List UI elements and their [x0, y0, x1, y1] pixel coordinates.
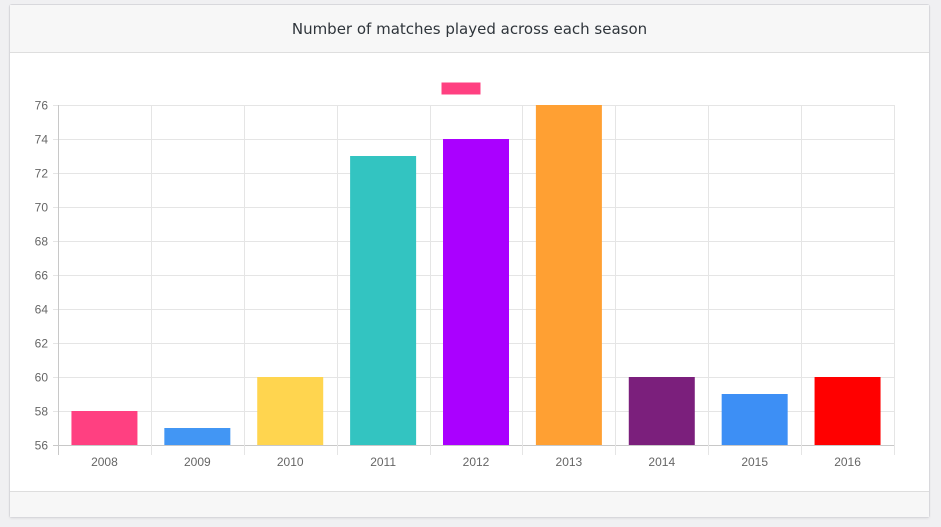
- card-header: Number of matches played across each sea…: [10, 5, 929, 53]
- y-tick-label: 60: [35, 371, 49, 385]
- x-tick-label: 2009: [184, 455, 211, 469]
- bar-2008[interactable]: [71, 411, 138, 445]
- x-tick-label: 2010: [277, 455, 304, 469]
- bar-2014[interactable]: [628, 377, 695, 445]
- bar-2012[interactable]: [443, 139, 509, 445]
- y-tick-label: 76: [35, 99, 49, 113]
- card-footer: [10, 491, 929, 517]
- bar-2009[interactable]: [164, 428, 231, 445]
- legend-swatch[interactable]: [440, 81, 482, 96]
- bars: [71, 105, 881, 445]
- y-tick-label: 62: [35, 337, 49, 351]
- bar-2015[interactable]: [721, 394, 788, 445]
- y-tick-label: 68: [35, 235, 49, 249]
- y-tick-label: 70: [35, 201, 49, 215]
- x-tick-label: 2011: [370, 455, 396, 469]
- x-tick-label: 2008: [91, 455, 118, 469]
- legend[interactable]: [440, 81, 482, 96]
- axes: 56 58 60 62 64 66 68 70 72 74 76 2008 2009 2010 2011 20…: [35, 99, 862, 470]
- bar-2011[interactable]: [350, 156, 417, 445]
- y-tick-label: 66: [35, 269, 49, 283]
- y-tick-label: 58: [35, 405, 49, 419]
- x-tick-label: 2016: [834, 455, 861, 469]
- y-tick-label: 56: [35, 439, 49, 453]
- y-tick-label: 64: [35, 303, 49, 317]
- bar-2010[interactable]: [257, 377, 324, 445]
- x-tick-label: 2013: [556, 455, 583, 469]
- x-tick-label: 2015: [741, 455, 768, 469]
- grid-lines: [53, 105, 895, 455]
- bar-2013[interactable]: [535, 105, 602, 445]
- x-tick-label: 2014: [648, 455, 675, 469]
- x-tick-label: 2012: [463, 455, 490, 469]
- y-tick-label: 74: [35, 133, 49, 147]
- y-tick-label: 72: [35, 167, 49, 181]
- chart-title: Number of matches played across each sea…: [291, 19, 648, 38]
- bar-2016[interactable]: [814, 377, 881, 445]
